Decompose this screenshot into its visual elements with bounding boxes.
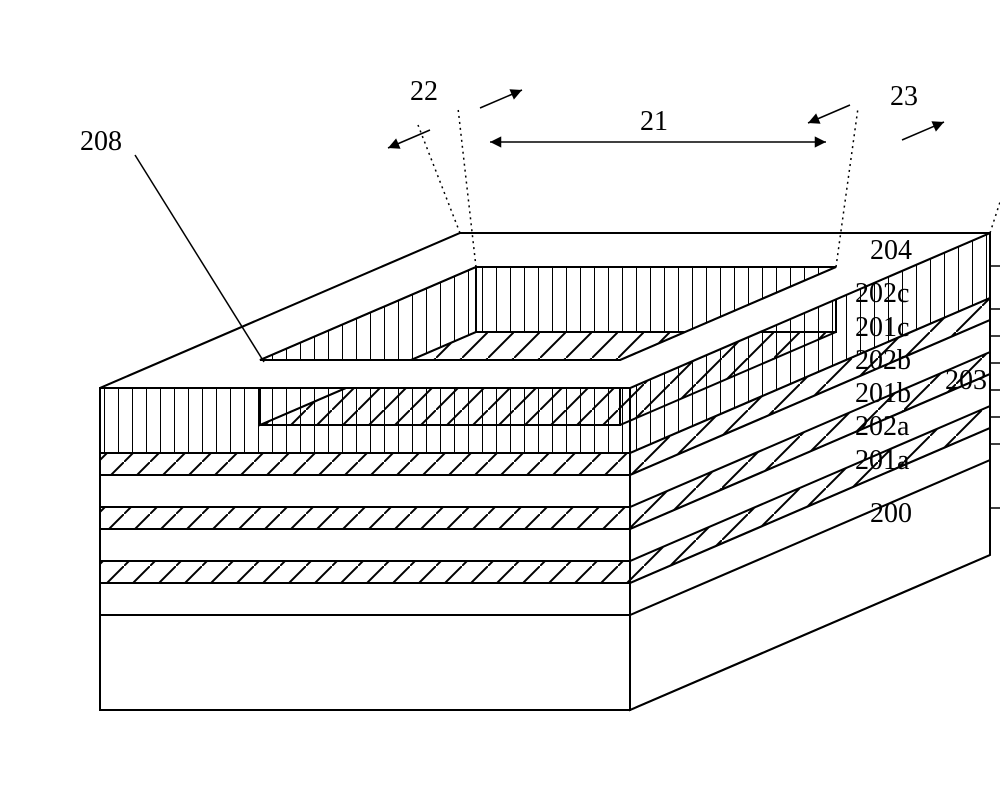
dim-22-label: 22	[410, 76, 438, 107]
front-face	[100, 453, 630, 710]
dimensions: 22 21 23	[388, 76, 944, 148]
layer-callouts	[990, 266, 1000, 508]
layered-structure-diagram: 22 21 23 208	[20, 20, 1000, 770]
callout-208: 208	[80, 126, 264, 362]
dim-21-label: 21	[640, 106, 668, 137]
svg-text:208: 208	[80, 126, 122, 157]
dim-23-label: 23	[890, 81, 918, 112]
